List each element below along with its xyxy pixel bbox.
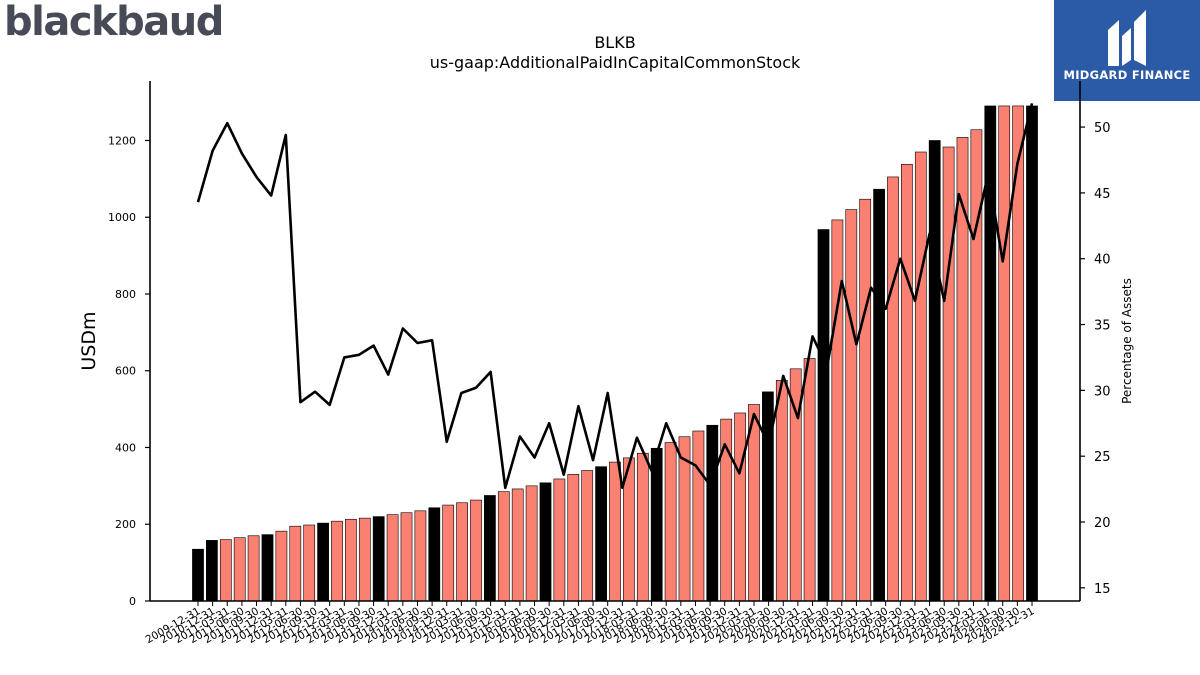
bar-2015-09-30 bbox=[511, 488, 524, 602]
bar-2012-09-30 bbox=[345, 518, 357, 602]
blackbaud-logo: blackbaud bbox=[4, 0, 224, 45]
bar-2022-09-30 bbox=[901, 163, 913, 602]
line-layer bbox=[196, 103, 1034, 490]
bar-2023-12-31 bbox=[970, 129, 983, 602]
bar-2010-03-31 bbox=[206, 540, 218, 602]
bar-2014-06-30 bbox=[442, 504, 455, 602]
y2-tick-label: 15 bbox=[1094, 582, 1111, 597]
y2-tick-label: 30 bbox=[1094, 384, 1111, 399]
bar-2017-06-30 bbox=[609, 461, 621, 602]
bar-2018-06-30 bbox=[664, 442, 677, 602]
bar-2013-03-31 bbox=[372, 516, 385, 602]
bar-2009-12-31 bbox=[192, 548, 204, 602]
bar-2011-03-31 bbox=[261, 534, 274, 602]
bar-2015-12-31 bbox=[525, 485, 538, 602]
bar-2019-09-30 bbox=[734, 412, 746, 602]
y-tick-label: 200 bbox=[115, 518, 136, 531]
bar-2021-12-31 bbox=[859, 198, 872, 602]
bar-2023-06-30 bbox=[942, 146, 955, 602]
bar-2012-12-31 bbox=[358, 517, 371, 602]
bar-2020-12-31 bbox=[803, 358, 816, 602]
y-tick-label: 800 bbox=[115, 288, 136, 301]
bar-2021-03-31 bbox=[817, 229, 830, 602]
partner-name: MIDGARD FINANCE bbox=[1063, 68, 1191, 82]
bar-2011-12-31 bbox=[303, 524, 316, 602]
y2-tick-label: 25 bbox=[1094, 450, 1111, 465]
bar-2022-06-30 bbox=[887, 176, 899, 602]
bar-2024-06-30 bbox=[998, 105, 1011, 602]
y2-tick-label: 35 bbox=[1094, 319, 1111, 334]
y-tick-label: 600 bbox=[115, 365, 136, 378]
bar-2017-12-31 bbox=[636, 452, 649, 602]
bar-2011-09-30 bbox=[289, 525, 302, 602]
bar-2013-06-30 bbox=[386, 514, 399, 602]
percentage-line bbox=[196, 103, 1034, 490]
bar-2024-12-31 bbox=[1026, 105, 1038, 602]
bar-2016-03-31 bbox=[539, 482, 552, 602]
bar-2014-03-31 bbox=[428, 507, 441, 602]
bar-2022-03-31 bbox=[873, 188, 885, 602]
bar-2014-12-31 bbox=[470, 499, 482, 602]
bar-2013-12-31 bbox=[414, 510, 427, 602]
bar-2011-06-30 bbox=[275, 530, 288, 602]
y-tick-label: 1200 bbox=[108, 134, 136, 147]
bar-2016-09-30 bbox=[567, 474, 580, 602]
y2-tick-label: 20 bbox=[1094, 516, 1111, 531]
y-tick-label: 400 bbox=[115, 441, 136, 454]
y2-tick-label: 40 bbox=[1094, 253, 1111, 268]
bar-2010-09-30 bbox=[233, 537, 246, 602]
bar-2020-06-30 bbox=[775, 380, 788, 602]
bar-2020-03-31 bbox=[762, 391, 774, 602]
chart-subtitle: us-gaap:AdditionalPaidInCapitalCommonSto… bbox=[430, 53, 801, 72]
midgard-logo-icon bbox=[1108, 10, 1146, 66]
bar-2018-12-31 bbox=[692, 430, 705, 602]
bar-2016-12-31 bbox=[581, 470, 594, 602]
bar-2017-03-31 bbox=[595, 466, 607, 602]
bar-2012-06-30 bbox=[331, 520, 343, 602]
bars-layer bbox=[192, 105, 1038, 602]
bar-2015-03-31 bbox=[484, 495, 496, 602]
bar-2016-06-30 bbox=[553, 478, 566, 602]
bar-2018-03-31 bbox=[650, 447, 663, 602]
chart-title: BLKB bbox=[594, 33, 635, 52]
bar-2015-06-30 bbox=[497, 491, 510, 602]
bar-2021-06-30 bbox=[831, 219, 844, 602]
bar-2013-09-30 bbox=[400, 512, 413, 602]
y2-axis-label: Percentage of Assets bbox=[1120, 278, 1134, 404]
bar-2010-06-30 bbox=[219, 539, 232, 602]
bar-2022-12-31 bbox=[914, 151, 927, 602]
bar-2010-12-31 bbox=[247, 535, 260, 602]
y2-tick-label: 45 bbox=[1094, 187, 1111, 202]
axes-layer: 0200400600800100012001520253035404550200… bbox=[108, 81, 1111, 646]
y-tick-label: 1000 bbox=[108, 211, 136, 224]
bar-2023-03-31 bbox=[928, 140, 941, 602]
midgard-finance-badge: MIDGARD FINANCE bbox=[1054, 0, 1200, 101]
bar-2012-03-31 bbox=[317, 522, 329, 602]
bar-2021-09-30 bbox=[845, 209, 858, 602]
y-axis-label: USDm bbox=[78, 311, 100, 370]
bar-2014-09-30 bbox=[456, 502, 468, 602]
y-tick-label: 0 bbox=[129, 595, 136, 608]
bar-2019-03-31 bbox=[706, 424, 719, 602]
y2-tick-label: 50 bbox=[1094, 121, 1111, 136]
